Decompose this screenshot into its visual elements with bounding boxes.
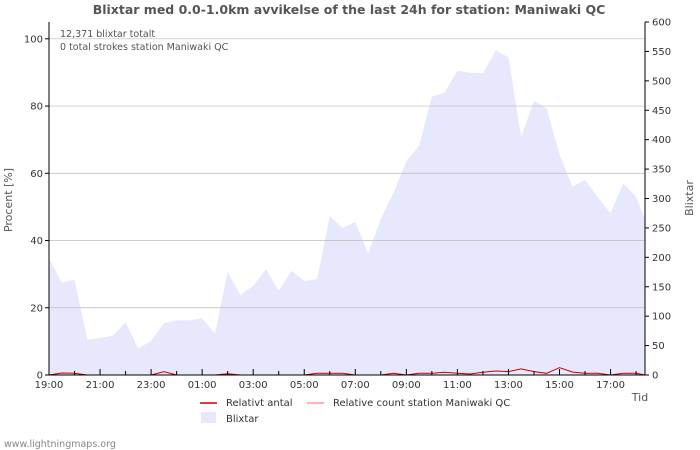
x-tick-label-2300: 23:00 bbox=[137, 380, 166, 391]
left-tick-label-80: 80 bbox=[30, 102, 43, 113]
y-axis-left-label: Procent [%] bbox=[2, 168, 15, 232]
left-tick-label-20: 20 bbox=[30, 303, 43, 314]
right-tick-label-0: 0 bbox=[652, 371, 658, 382]
annotation-station: 0 total strokes station Maniwaki QC bbox=[60, 42, 229, 53]
right-tick-label-200: 200 bbox=[652, 253, 671, 264]
gridlines bbox=[49, 38, 645, 309]
left-tick-label-40: 40 bbox=[30, 236, 43, 247]
x-tick-label-0500: 05:00 bbox=[290, 380, 319, 391]
left-tick-label-100: 100 bbox=[24, 34, 43, 45]
x-tick-label-0100: 01:00 bbox=[188, 380, 217, 391]
right-tick-label-450: 450 bbox=[652, 106, 671, 117]
x-tick-label-0900: 09:00 bbox=[392, 380, 421, 391]
left-tick-label-0: 0 bbox=[37, 371, 43, 382]
left-y-tick-labels: 0 20 40 60 80 100 bbox=[24, 34, 49, 382]
x-tick-label-0700: 07:00 bbox=[341, 380, 370, 391]
right-tick-label-400: 400 bbox=[652, 135, 671, 146]
x-tick-label-2100: 21:00 bbox=[86, 380, 115, 391]
y-axis-right-label: Blixtar bbox=[683, 180, 696, 216]
right-tick-label-250: 250 bbox=[652, 223, 671, 234]
x-tick-label-0300: 03:00 bbox=[239, 380, 268, 391]
x-tick-label-1900: 19:00 bbox=[35, 380, 64, 391]
x-tick-label-1500: 15:00 bbox=[545, 380, 574, 391]
annotation-total: 12,371 blixtar totalt bbox=[60, 29, 155, 40]
legend-swatch-blixtar bbox=[201, 412, 216, 423]
x-tick-label-1100: 11:00 bbox=[443, 380, 472, 391]
legend: Relativt antal Relative count station Ma… bbox=[200, 398, 510, 425]
series-area-blixtar bbox=[49, 50, 645, 375]
x-tick-label-1300: 13:00 bbox=[494, 380, 523, 391]
chart-title: Blixtar med 0.0-1.0km avvikelse of the l… bbox=[93, 2, 606, 17]
right-tick-label-550: 550 bbox=[652, 47, 671, 58]
right-tick-label-350: 350 bbox=[652, 165, 671, 176]
blixtar-area-layer bbox=[49, 50, 645, 375]
footer-site: www.lightningmaps.org bbox=[4, 439, 116, 450]
right-tick-label-500: 500 bbox=[652, 76, 671, 87]
right-tick-label-50: 50 bbox=[652, 341, 665, 352]
left-tick-label-60: 60 bbox=[30, 169, 43, 180]
x-tick-label-1700: 17:00 bbox=[596, 380, 625, 391]
right-tick-label-300: 300 bbox=[652, 194, 671, 205]
x-tick-labels: 19:00 21:00 23:00 01:00 03:00 05:00 07:00 09:00… bbox=[35, 369, 637, 391]
x-axis-label: Tid bbox=[631, 391, 648, 404]
right-tick-label-150: 150 bbox=[652, 282, 671, 293]
legend-label-relativt-antal: Relativt antal bbox=[226, 398, 293, 409]
right-tick-label-600: 600 bbox=[652, 18, 671, 29]
legend-label-relative-count-station: Relative count station Maniwaki QC bbox=[333, 398, 510, 409]
right-y-tick-labels: 0 50 100 150 200 250 300 350 400 450 500 550 600 bbox=[645, 18, 671, 382]
legend-label-blixtar: Blixtar bbox=[226, 414, 259, 425]
right-tick-label-100: 100 bbox=[652, 312, 671, 323]
